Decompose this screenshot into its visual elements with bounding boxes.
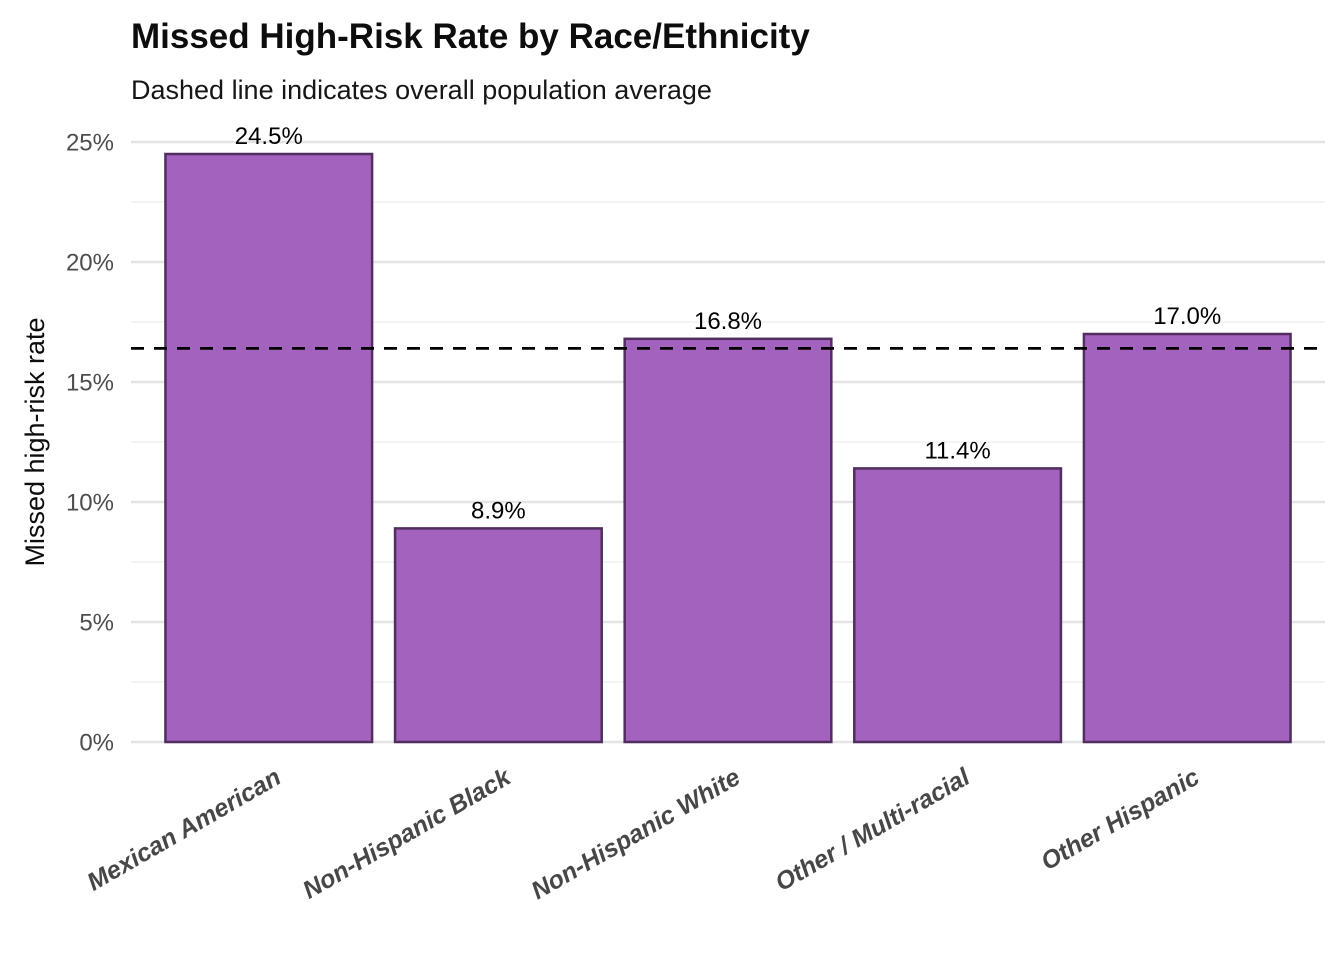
- y-axis-title: Missed high-risk rate: [20, 317, 50, 566]
- bar: [164, 152, 374, 744]
- x-axis-tick-labels: Mexican American Non-Hispanic Black Non-Hi…: [82, 762, 1204, 905]
- y-axis-tick-labels: 0% 5% 10% 15% 20% 25%: [66, 130, 114, 757]
- bar-value-label: 11.4%: [924, 437, 990, 464]
- bar: [1082, 332, 1292, 744]
- bar-value-label: 24.5%: [235, 123, 303, 150]
- chart-title: Missed High-Risk Rate by Race/Ethnicity: [131, 17, 810, 56]
- y-tick-label: 15%: [66, 370, 114, 397]
- y-tick-label: 20%: [66, 250, 114, 277]
- y-tick-label: 25%: [66, 130, 114, 157]
- bar: [853, 467, 1063, 744]
- y-tick-label: 0%: [79, 730, 114, 757]
- x-tick-label: Other Hispanic: [1036, 763, 1204, 876]
- x-tick-label: Other / Multi-racial: [771, 762, 976, 897]
- bar-value-label: 16.8%: [694, 308, 762, 335]
- bar-value-label: 8.9%: [471, 497, 526, 524]
- x-tick-label: Mexican American: [82, 763, 285, 897]
- bars: [164, 152, 1292, 744]
- bar-value-labels: 24.5% 8.9% 16.8% 11.4% 17.0%: [235, 123, 1222, 524]
- x-tick-label: Non-Hispanic White: [527, 763, 746, 905]
- y-tick-label: 5%: [79, 610, 114, 637]
- y-tick-label: 10%: [66, 490, 114, 517]
- x-tick-label: Non-Hispanic Black: [298, 762, 516, 904]
- bar: [393, 527, 603, 744]
- bar: [623, 337, 833, 744]
- chart-subtitle: Dashed line indicates overall population…: [131, 75, 712, 105]
- bar-value-label: 17.0%: [1153, 303, 1221, 330]
